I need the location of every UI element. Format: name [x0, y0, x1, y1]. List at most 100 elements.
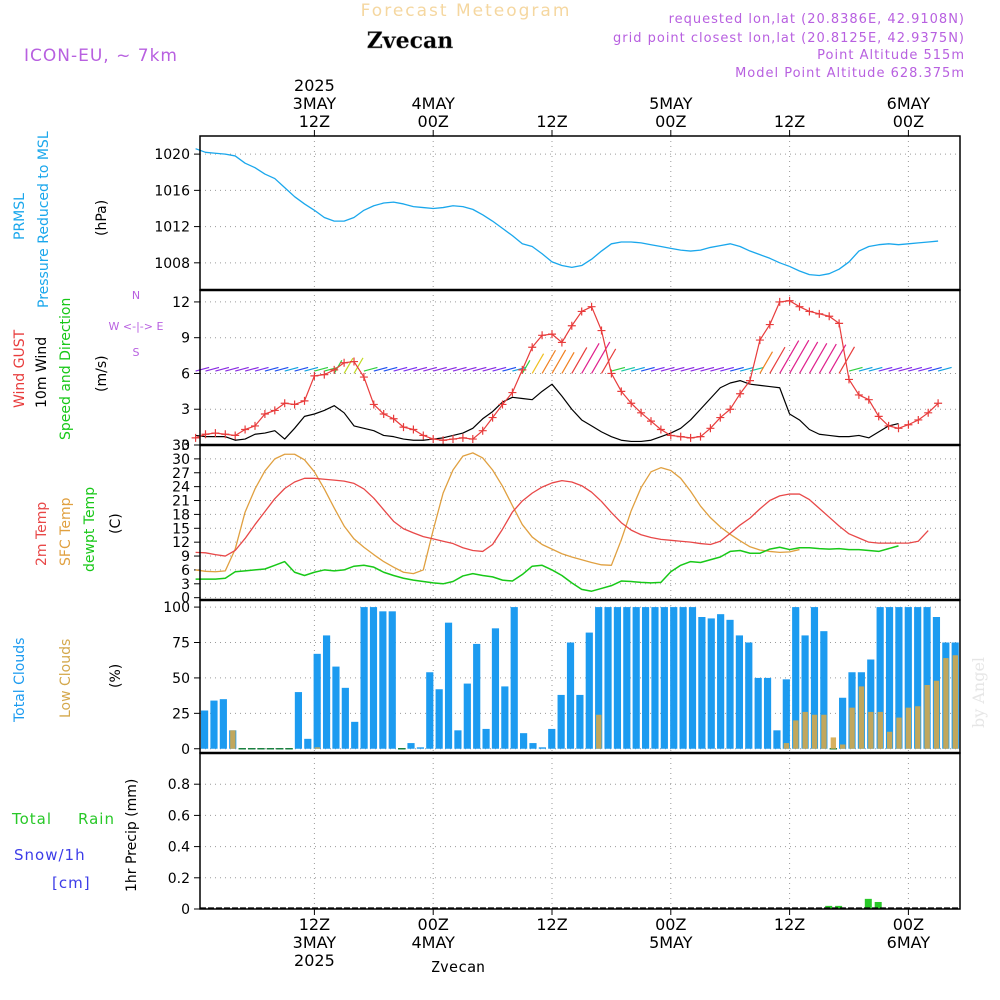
top-axis-label: 00Z [893, 112, 924, 131]
wind-arrow [314, 366, 329, 372]
gust-marker [191, 433, 200, 442]
gust-marker [904, 420, 913, 429]
total-cloud-bar [491, 628, 500, 749]
gust-marker [795, 302, 804, 311]
gust-marker [548, 330, 556, 339]
total-cloud-bar [548, 728, 556, 749]
gust-marker [369, 400, 378, 409]
y-tick-label: 9 [181, 549, 190, 565]
total-cloud-bar [632, 607, 640, 749]
y-tick-label: 0 [181, 742, 190, 758]
total-cloud-bar [801, 635, 809, 749]
wind-arrow [324, 366, 338, 372]
total-cloud-bar [717, 614, 725, 749]
total-cloud-bar [604, 607, 612, 749]
low-cloud-bar [849, 707, 855, 749]
top-axis-label: 2025 [294, 76, 335, 95]
total-cloud-bar [839, 697, 847, 749]
total-cloud-bar [726, 619, 734, 749]
gust-marker [746, 376, 754, 385]
total-cloud-bar [332, 666, 340, 749]
wind-arrow [433, 366, 447, 372]
y-tick-label: 0 [181, 902, 190, 918]
low-cloud-bar [858, 686, 865, 749]
gust-marker [656, 425, 665, 434]
wind-arrow [561, 352, 575, 374]
total-cloud-bar [904, 607, 912, 749]
product-title: Forecast Meteogram [361, 1, 572, 21]
total-cloud-bar [407, 743, 415, 749]
pressure-unit: (hPa) [94, 200, 110, 236]
panel-frames [199, 135, 961, 910]
wind-arrow [254, 366, 269, 372]
wind-arrow [937, 366, 952, 372]
wind-arrow [611, 366, 626, 372]
cloud-label-low: Low Clouds [58, 639, 74, 718]
total-cloud-bar [482, 728, 490, 749]
gust-marker [854, 390, 863, 399]
gust-marker [350, 357, 358, 366]
gust-marker [894, 424, 903, 433]
total-cloud-bar [313, 653, 321, 749]
low-cloud-bar [230, 730, 236, 749]
wind-gust-line [195, 300, 939, 441]
gust-marker [468, 435, 477, 444]
total-cloud-bar [810, 607, 819, 749]
gust-marker [884, 421, 893, 430]
gust-marker [538, 331, 547, 340]
wind-arrow [482, 366, 497, 372]
rain-bar [864, 898, 872, 909]
rain-bar [874, 901, 882, 909]
low-cloud-bar [924, 685, 930, 749]
wind-arrow [502, 366, 517, 372]
pressure-labels: PRMSL Pressure Reduced to MSL (hPa) [12, 131, 110, 308]
bottom-axis-label: 00Z [655, 915, 686, 934]
temp-unit: (C) [108, 513, 124, 534]
gust-marker [201, 430, 210, 439]
total-cloud-bar [923, 607, 931, 749]
gust-marker [409, 425, 418, 434]
wind-arrow [918, 366, 932, 372]
temp-label-2m: 2m Temp [34, 502, 50, 566]
wind-arrow [898, 366, 913, 372]
wind-arrow [264, 366, 279, 372]
gust-marker [429, 435, 438, 444]
wind-arrow [868, 366, 883, 372]
panel-frame [199, 752, 961, 910]
gust-marker [587, 302, 596, 311]
total-cloud-bar [304, 738, 312, 749]
gust-marker [924, 408, 933, 417]
wind-arrow [413, 366, 428, 372]
wind-arrow [521, 359, 531, 374]
gust-marker [617, 387, 626, 396]
low-cloud-bar [830, 737, 837, 749]
bottom-axis-label: 12Z [774, 915, 805, 934]
bottom-axis-label: 2025 [294, 951, 335, 970]
wind-arrow [244, 366, 259, 372]
wind-arrow [591, 341, 611, 374]
y-tick-label: 6 [181, 366, 190, 382]
gust-marker [498, 400, 507, 409]
gust-marker [815, 309, 824, 318]
wind-10m-line [195, 380, 899, 443]
gust-marker [607, 369, 616, 378]
gust-marker [835, 319, 844, 328]
gust-marker [330, 365, 339, 374]
total-cloud-bar [595, 607, 603, 749]
gust-marker [785, 296, 794, 305]
y-tick-label: 15 [172, 521, 190, 537]
precip-label-snow: Snow/1h [14, 846, 86, 864]
wind-arrow [650, 366, 665, 372]
total-cloud-bar [576, 694, 584, 749]
wind-arrow [660, 366, 675, 372]
gust-marker [666, 431, 675, 440]
bottom-axis-label: 00Z [893, 915, 924, 934]
gust-marker [458, 433, 467, 442]
footer-location: Zvecan [431, 958, 485, 976]
temp-label-dewpt: dewpt Temp [82, 487, 98, 572]
gust-marker [627, 399, 636, 408]
total-cloud-bar [444, 622, 453, 749]
precip-unit: 1hr Precip (mm) [124, 779, 140, 892]
